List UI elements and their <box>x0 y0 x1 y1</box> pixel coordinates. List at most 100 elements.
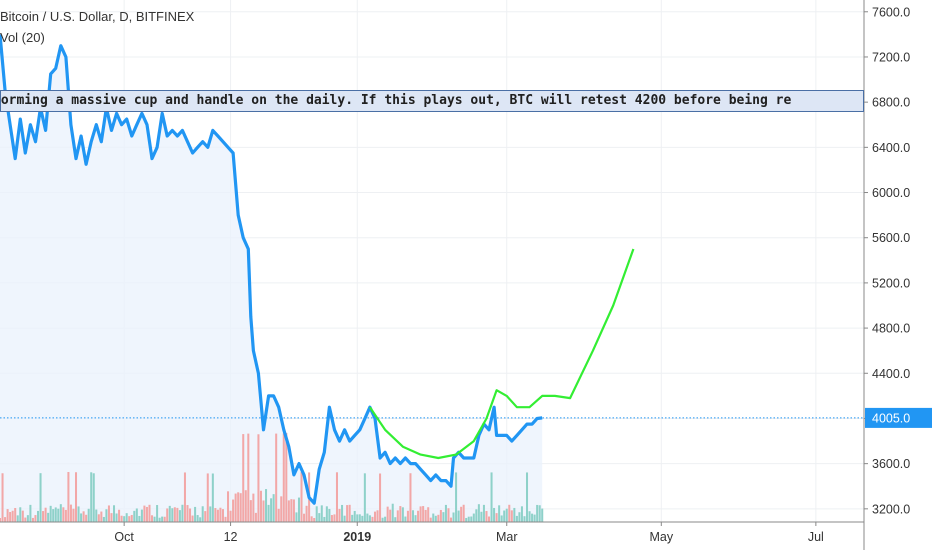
volume-bars <box>0 432 544 522</box>
price-axis[interactable]: 3200.03600.04000.04400.04800.05200.05600… <box>864 5 910 516</box>
volume-bar <box>444 504 447 522</box>
last-price-label-bg <box>865 407 932 428</box>
projection-series-line <box>368 248 635 460</box>
volume-bar <box>4 517 7 522</box>
volume-bar <box>151 515 154 522</box>
volume-bar <box>442 512 445 522</box>
volume-bar <box>77 506 80 522</box>
volume-bar <box>515 515 518 522</box>
volume-bar <box>194 506 197 522</box>
volume-bar <box>123 516 126 522</box>
volume-bar <box>135 508 138 522</box>
volume-bar <box>26 515 29 522</box>
volume-bar <box>242 434 245 522</box>
volume-bar <box>417 510 420 522</box>
volume-bar <box>305 505 308 522</box>
volume-bar <box>477 504 480 522</box>
volume-bar <box>161 516 164 522</box>
y-tick-label: 4400.0 <box>872 367 910 381</box>
annotation-banner[interactable]: forming a massive cup and handle on the … <box>0 90 864 112</box>
volume-bar <box>520 506 523 522</box>
volume-bar <box>72 508 75 522</box>
volume-bar <box>191 515 194 522</box>
volume-bar <box>432 513 435 522</box>
volume-bar <box>536 504 539 522</box>
volume-bar <box>234 493 237 522</box>
volume-bar <box>107 505 110 522</box>
volume-bar <box>356 514 359 522</box>
volume-bar <box>401 507 404 522</box>
volume-bar <box>227 491 230 522</box>
volume-bar <box>313 517 316 522</box>
volume-bar <box>526 472 529 522</box>
volume-bar <box>39 473 42 522</box>
volume-bar <box>130 514 133 522</box>
volume-bar <box>87 508 90 522</box>
volume-bar <box>265 489 268 522</box>
volume-bar <box>330 515 333 522</box>
volume-bar <box>153 516 156 522</box>
volume-bar <box>47 512 50 522</box>
volume-bar <box>270 498 273 522</box>
volume-bar <box>538 505 541 522</box>
price-series-line[interactable] <box>0 34 543 505</box>
volume-bar <box>399 506 402 522</box>
volume-bar <box>335 472 338 522</box>
y-tick-label: 7600.0 <box>872 5 910 19</box>
volume-bar <box>259 490 262 522</box>
volume-bar <box>95 509 98 522</box>
volume-bar <box>6 509 9 522</box>
volume-bar <box>204 511 207 522</box>
volume-bar <box>368 515 371 522</box>
volume-bar <box>57 508 60 522</box>
volume-bar <box>447 508 450 522</box>
volume-bar <box>229 510 232 522</box>
x-tick-label: Jul <box>808 530 824 544</box>
volume-bar <box>280 496 283 522</box>
volume-bar <box>163 516 166 522</box>
volume-bar <box>148 504 151 522</box>
volume-bar <box>11 510 14 522</box>
volume-bar <box>282 433 285 522</box>
volume-bar <box>176 507 179 522</box>
volume-bar <box>287 500 290 522</box>
volume-bar <box>24 517 27 522</box>
volume-bar <box>0 518 2 522</box>
volume-bar <box>508 504 511 522</box>
volume-bar <box>224 516 227 522</box>
volume-bar <box>42 511 45 522</box>
volume-bar <box>254 512 257 522</box>
volume-bar <box>199 517 202 522</box>
volume-bar <box>533 514 536 522</box>
volume-bar <box>219 507 222 522</box>
volume-bar <box>422 506 425 522</box>
volume-indicator-label[interactable]: Vol (20) <box>0 30 45 45</box>
volume-bar <box>211 473 214 522</box>
volume-bar <box>541 508 544 522</box>
volume-bar <box>396 510 399 522</box>
volume-bar <box>358 514 361 522</box>
volume-bar <box>315 506 318 522</box>
volume-bar <box>467 516 470 522</box>
volume-bar <box>376 510 379 522</box>
volume-bar <box>318 513 321 522</box>
volume-bar <box>295 512 298 522</box>
volume-bar <box>21 510 24 522</box>
volume-bar <box>183 472 186 522</box>
volume-bar <box>528 511 531 522</box>
time-axis[interactable]: Oct 12 2019 Mar May Jul <box>0 521 864 544</box>
volume-bar <box>19 507 22 522</box>
volume-bar <box>115 513 118 522</box>
x-tick-label: 2019 <box>343 530 371 544</box>
y-tick-label: 3600.0 <box>872 457 910 471</box>
volume-bar <box>351 514 354 522</box>
volume-bar <box>69 504 72 522</box>
volume-bar <box>145 506 148 522</box>
volume-bar <box>300 472 303 522</box>
volume-bar <box>366 513 369 522</box>
volume-bar <box>49 505 52 522</box>
volume-bar <box>247 433 250 522</box>
volume-bar <box>252 493 255 522</box>
y-tick-label: 3200.0 <box>872 502 910 516</box>
